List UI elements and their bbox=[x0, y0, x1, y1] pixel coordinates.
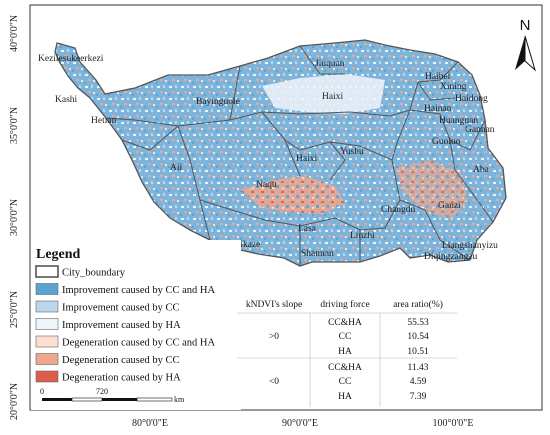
legend-swatch bbox=[35, 318, 59, 330]
latitude-labels: 40°0'0"N 35°0'0"N 30°0'0"N 25°0'0"N 20°0… bbox=[9, 15, 20, 420]
legend-swatch bbox=[35, 335, 59, 348]
city-label: Xining bbox=[440, 82, 467, 92]
city-label: Haibei bbox=[425, 72, 451, 82]
lat-label: 30°0'0"N bbox=[9, 199, 20, 236]
plateau-region bbox=[54, 39, 507, 267]
legend-title: Legend bbox=[36, 247, 81, 262]
city-boundaries bbox=[105, 45, 494, 266]
city-label: Jiuquan bbox=[315, 59, 345, 69]
table-cell: 4.59 bbox=[410, 377, 427, 387]
scale-label-zero: 0 bbox=[40, 387, 44, 396]
haixi-white-region bbox=[262, 74, 385, 114]
lat-label: 40°0'0"N bbox=[9, 15, 20, 52]
legend-label: Degeneration caused by CC and HA bbox=[62, 338, 215, 349]
city-label: Ali bbox=[170, 163, 183, 173]
city-label: Haixi bbox=[322, 92, 343, 102]
legend-label: Improvement caused by CC bbox=[62, 303, 180, 314]
legend-label: Improvement caused by HA bbox=[62, 320, 181, 331]
table-cell: 10.54 bbox=[407, 332, 429, 342]
scale-bar-segment bbox=[136, 397, 173, 402]
city-label: Yushu bbox=[340, 147, 364, 157]
legend-label: Degeneration caused by CC bbox=[62, 355, 180, 366]
table-cell: 55.53 bbox=[407, 318, 429, 328]
city-label: Kezilesukeerkezi bbox=[38, 54, 104, 64]
legend-swatch bbox=[35, 283, 59, 295]
legend-swatch bbox=[35, 353, 59, 365]
scale-bar-segment bbox=[71, 397, 103, 402]
longitude-labels: 80°0'0"E 90°0'0"E 100°0'0"E bbox=[132, 418, 474, 429]
table-cell: HA bbox=[338, 392, 352, 402]
table-cell: CC&HA bbox=[328, 318, 362, 328]
lon-label: 100°0'0"E bbox=[433, 418, 474, 429]
city-label: Diqingzangzu bbox=[424, 252, 478, 262]
city-label: Aba bbox=[473, 165, 490, 175]
city-label: Changdu bbox=[381, 205, 416, 215]
table-cell: 7.39 bbox=[410, 392, 427, 402]
table-background bbox=[237, 295, 457, 407]
table-header: area ratio(%) bbox=[393, 299, 443, 310]
table-slope: >0 bbox=[269, 332, 279, 342]
table-cell: CC&HA bbox=[328, 363, 362, 373]
scale-bar: 0 720 km bbox=[40, 387, 185, 404]
scale-label-unit: km bbox=[174, 395, 185, 404]
legend-background bbox=[31, 240, 241, 410]
legend-label: Improvement caused by CC and HA bbox=[62, 285, 216, 296]
city-label: Haixi bbox=[296, 154, 317, 164]
city-label: Hetian bbox=[91, 116, 117, 126]
lon-label: 80°0'0"E bbox=[132, 418, 168, 429]
table-cell: HA bbox=[338, 347, 352, 357]
scale-bar-segment bbox=[102, 398, 137, 401]
city-label: Haidong bbox=[455, 94, 488, 104]
city-label: Lasa bbox=[298, 224, 317, 234]
city-label: Guoluo bbox=[432, 137, 461, 147]
legend-swatch bbox=[35, 265, 59, 278]
table-cell: 11.43 bbox=[407, 363, 428, 373]
north-arrow: N bbox=[515, 17, 536, 72]
lon-label: 90°0'0"E bbox=[282, 418, 318, 429]
north-label: N bbox=[520, 17, 531, 34]
north-arrow-icon bbox=[515, 36, 525, 70]
legend: Legend City_boundary Improvement caused b… bbox=[31, 240, 241, 410]
table-header: kNDVI's slope bbox=[246, 300, 302, 310]
city-label: Rikaze bbox=[234, 240, 260, 250]
area-ratio-table: kNDVI's slope driving force area ratio(%… bbox=[237, 295, 457, 407]
city-label: Gannan bbox=[465, 125, 495, 135]
city-label: Shannan bbox=[301, 249, 334, 259]
table-cell: CC bbox=[339, 377, 352, 387]
lat-label: 25°0'0"N bbox=[9, 291, 20, 328]
city-label: Liangshanyizu bbox=[442, 241, 498, 251]
legend-swatch bbox=[35, 370, 59, 383]
table-header: driving force bbox=[320, 299, 369, 310]
north-arrow-icon-half bbox=[524, 35, 536, 72]
lat-label: 20°0'0"N bbox=[9, 383, 20, 420]
south-degeneration-region bbox=[395, 160, 468, 220]
city-labels: Kezilesukeerkezi Kashi Hetian Bayinguole… bbox=[38, 54, 498, 262]
city-label: Kashi bbox=[55, 95, 78, 105]
city-label: Linzhi bbox=[350, 231, 375, 241]
city-label: Hainan bbox=[424, 104, 452, 114]
legend-label: City_boundary bbox=[62, 268, 126, 279]
legend-items: City_boundary Improvement caused by CC an… bbox=[35, 265, 216, 384]
lat-label: 35°0'0"N bbox=[9, 107, 20, 144]
city-label: Naqu bbox=[256, 180, 277, 190]
city-label: Huangnan bbox=[439, 116, 478, 126]
naqu-degeneration-region bbox=[240, 176, 345, 214]
table-cell: CC bbox=[339, 332, 352, 342]
table-slope: <0 bbox=[269, 377, 279, 387]
city-label: Ganzi bbox=[438, 201, 461, 211]
scale-bar-segment bbox=[42, 398, 72, 401]
legend-label: Degeneration caused by HA bbox=[62, 373, 181, 384]
legend-swatch bbox=[35, 300, 59, 313]
scale-label-720: 720 bbox=[96, 387, 108, 396]
city-label: Bayinguole bbox=[196, 97, 240, 107]
table-cell: 10.51 bbox=[407, 347, 429, 357]
